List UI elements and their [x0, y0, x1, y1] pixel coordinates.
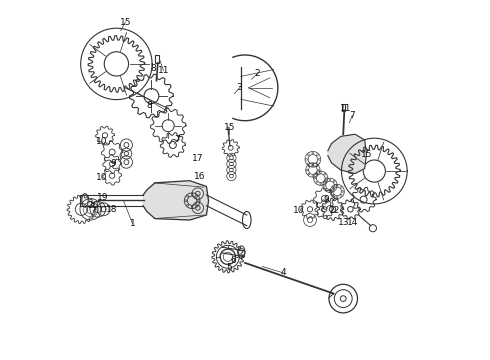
Text: 12: 12 — [329, 206, 340, 215]
Text: 10: 10 — [97, 137, 108, 146]
Text: 9: 9 — [110, 159, 116, 168]
Text: 10: 10 — [293, 206, 304, 215]
Text: 8: 8 — [147, 101, 152, 110]
Text: 19: 19 — [97, 193, 109, 202]
Text: 3: 3 — [237, 83, 243, 92]
Text: 2: 2 — [255, 69, 260, 78]
Text: 18: 18 — [106, 205, 118, 214]
Text: 8: 8 — [150, 64, 156, 73]
Text: 15: 15 — [223, 123, 235, 132]
Text: 11: 11 — [340, 104, 351, 113]
Text: 6: 6 — [230, 256, 236, 265]
Polygon shape — [328, 134, 367, 174]
Text: 5: 5 — [227, 263, 233, 272]
Polygon shape — [143, 181, 209, 220]
Text: 9: 9 — [323, 195, 329, 204]
Text: 1: 1 — [129, 219, 135, 228]
Bar — [342, 104, 345, 111]
Text: 10: 10 — [97, 173, 108, 182]
Text: 20: 20 — [88, 201, 99, 210]
Text: 7: 7 — [174, 135, 180, 144]
Text: 11: 11 — [158, 66, 170, 75]
Text: 17: 17 — [192, 154, 204, 163]
Text: 15: 15 — [120, 18, 131, 27]
Text: 15: 15 — [361, 150, 372, 159]
Text: 4: 4 — [280, 268, 286, 277]
Text: 13: 13 — [338, 219, 349, 228]
Text: 14: 14 — [346, 219, 358, 228]
Text: 7: 7 — [349, 111, 355, 120]
Bar — [155, 55, 159, 63]
Text: 16: 16 — [194, 172, 205, 181]
